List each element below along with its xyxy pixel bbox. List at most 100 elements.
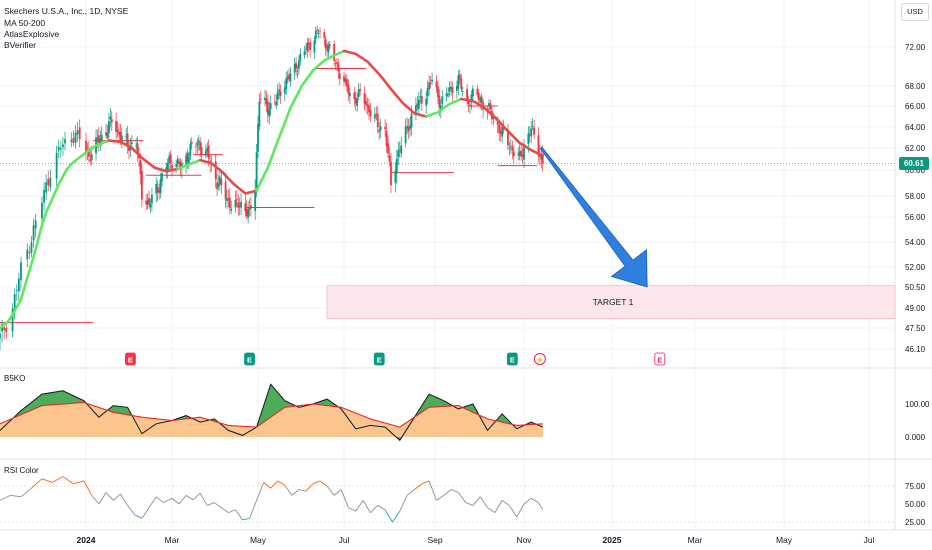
candle-body	[158, 189, 160, 193]
candle-body	[347, 84, 350, 95]
candle-body	[460, 78, 463, 90]
candle-body	[139, 160, 142, 175]
candle-body	[385, 130, 388, 147]
target-layer[interactable]: TARGET 1	[326, 285, 896, 320]
candle-body	[521, 154, 524, 157]
markers-layer[interactable]: E E E E ⚡ E	[125, 352, 666, 366]
indicator-bverifier-label[interactable]: BVerifier	[4, 40, 37, 50]
rsi-tick-label: 25.00	[905, 518, 926, 527]
earnings-marker-2[interactable]: E	[373, 352, 385, 366]
rsi-segment	[249, 500, 258, 519]
candle-body	[530, 128, 533, 137]
candle-body	[441, 96, 444, 104]
arrow-layer[interactable]	[539, 146, 648, 288]
candle-body	[400, 145, 403, 154]
price-tick-label: 56.00	[905, 213, 926, 222]
candle-body	[276, 91, 279, 100]
target-zone[interactable]	[326, 285, 896, 320]
candle-body	[476, 88, 479, 95]
candle-body	[180, 163, 183, 169]
candle-body	[217, 183, 220, 187]
dividend-marker[interactable]: ⚡	[533, 353, 546, 365]
candle-body	[206, 148, 209, 152]
time-tick-label: Nov	[516, 535, 532, 545]
rsi-segment	[538, 502, 544, 510]
rsi-segment	[399, 495, 408, 512]
price-tick-label: 54.00	[905, 238, 926, 247]
candle-body	[388, 155, 391, 162]
down-arrow[interactable]	[539, 146, 648, 288]
candle-body	[305, 48, 307, 50]
candle-body	[518, 151, 521, 157]
rsi-segment	[199, 492, 208, 506]
candle-body	[245, 208, 248, 216]
candle-body	[356, 98, 359, 106]
candle-body	[344, 78, 347, 83]
candle-body	[426, 87, 429, 97]
marker-box	[244, 352, 255, 366]
candle-body	[146, 200, 149, 205]
rsi-segment	[20, 487, 32, 498]
rsi-segment	[406, 489, 415, 496]
candle-body	[17, 278, 20, 292]
rsi-segment	[319, 480, 328, 487]
candle-body	[398, 149, 401, 151]
candle-body	[404, 126, 407, 144]
candle-body	[185, 155, 187, 165]
rsi-segment	[523, 497, 532, 505]
candle-body	[254, 189, 257, 212]
price-tick-label: 66.00	[905, 102, 926, 111]
candle-body	[64, 139, 66, 144]
candle-body	[216, 182, 219, 190]
indicator-atlas-label[interactable]: AtlasExplosive	[4, 29, 60, 39]
rsi-panel-title[interactable]: RSI Color	[4, 466, 39, 475]
ma-segment-0	[0, 139, 111, 330]
candle-body	[365, 101, 367, 105]
currency-button[interactable]: USD	[901, 3, 929, 21]
earnings-marker-0[interactable]: E	[125, 352, 136, 366]
candle-body	[250, 205, 252, 209]
indicator-ma-label[interactable]: MA 50-200	[4, 18, 46, 28]
rsi-segment	[377, 505, 386, 511]
candle-body	[89, 159, 92, 162]
rsi-segment	[185, 494, 194, 501]
ma-segment-2	[176, 158, 202, 171]
candle-body	[394, 170, 397, 183]
candle-body	[338, 73, 341, 79]
rsi-segment	[450, 489, 459, 493]
candle-body	[55, 152, 58, 179]
candle-body	[541, 153, 544, 164]
rsi-tick-label: 75.00	[905, 482, 926, 491]
earnings-marker-5[interactable]: E	[654, 352, 666, 366]
ma-segment-6	[424, 97, 463, 118]
candle-body	[30, 242, 33, 253]
candle-body	[257, 124, 259, 152]
candle-body	[155, 183, 158, 194]
candle-body	[480, 96, 483, 103]
rsi-segment	[443, 489, 452, 496]
rsi-segment	[530, 497, 539, 503]
candle-body	[496, 121, 499, 126]
candle-body	[115, 120, 117, 132]
candle-body	[259, 99, 262, 101]
earnings-marker-3[interactable]: E	[506, 352, 518, 366]
rsi-segment	[178, 495, 187, 505]
rsi-segment	[284, 485, 293, 496]
rsi-segment	[465, 502, 474, 506]
candle-body	[0, 334, 1, 339]
candle-body	[41, 202, 43, 219]
earnings-marker-1[interactable]: E	[244, 352, 255, 366]
b5ko-panel-title[interactable]: B5KO	[4, 374, 26, 383]
b5ko-signal-line	[0, 401, 543, 428]
candle-body	[161, 173, 163, 182]
rsi-segment	[163, 497, 173, 503]
candle-body	[141, 171, 143, 200]
price-tick-label: 72.00	[905, 43, 926, 52]
candle-body	[244, 203, 247, 212]
candle-body	[11, 308, 14, 332]
candle-body	[507, 129, 509, 146]
time-tick-label: 2025	[603, 535, 622, 545]
axis-layer: 72.00 68.00 66.00 64.00 62.00 60.00 58.00 56.00…	[77, 43, 930, 545]
candle-body	[105, 132, 107, 136]
